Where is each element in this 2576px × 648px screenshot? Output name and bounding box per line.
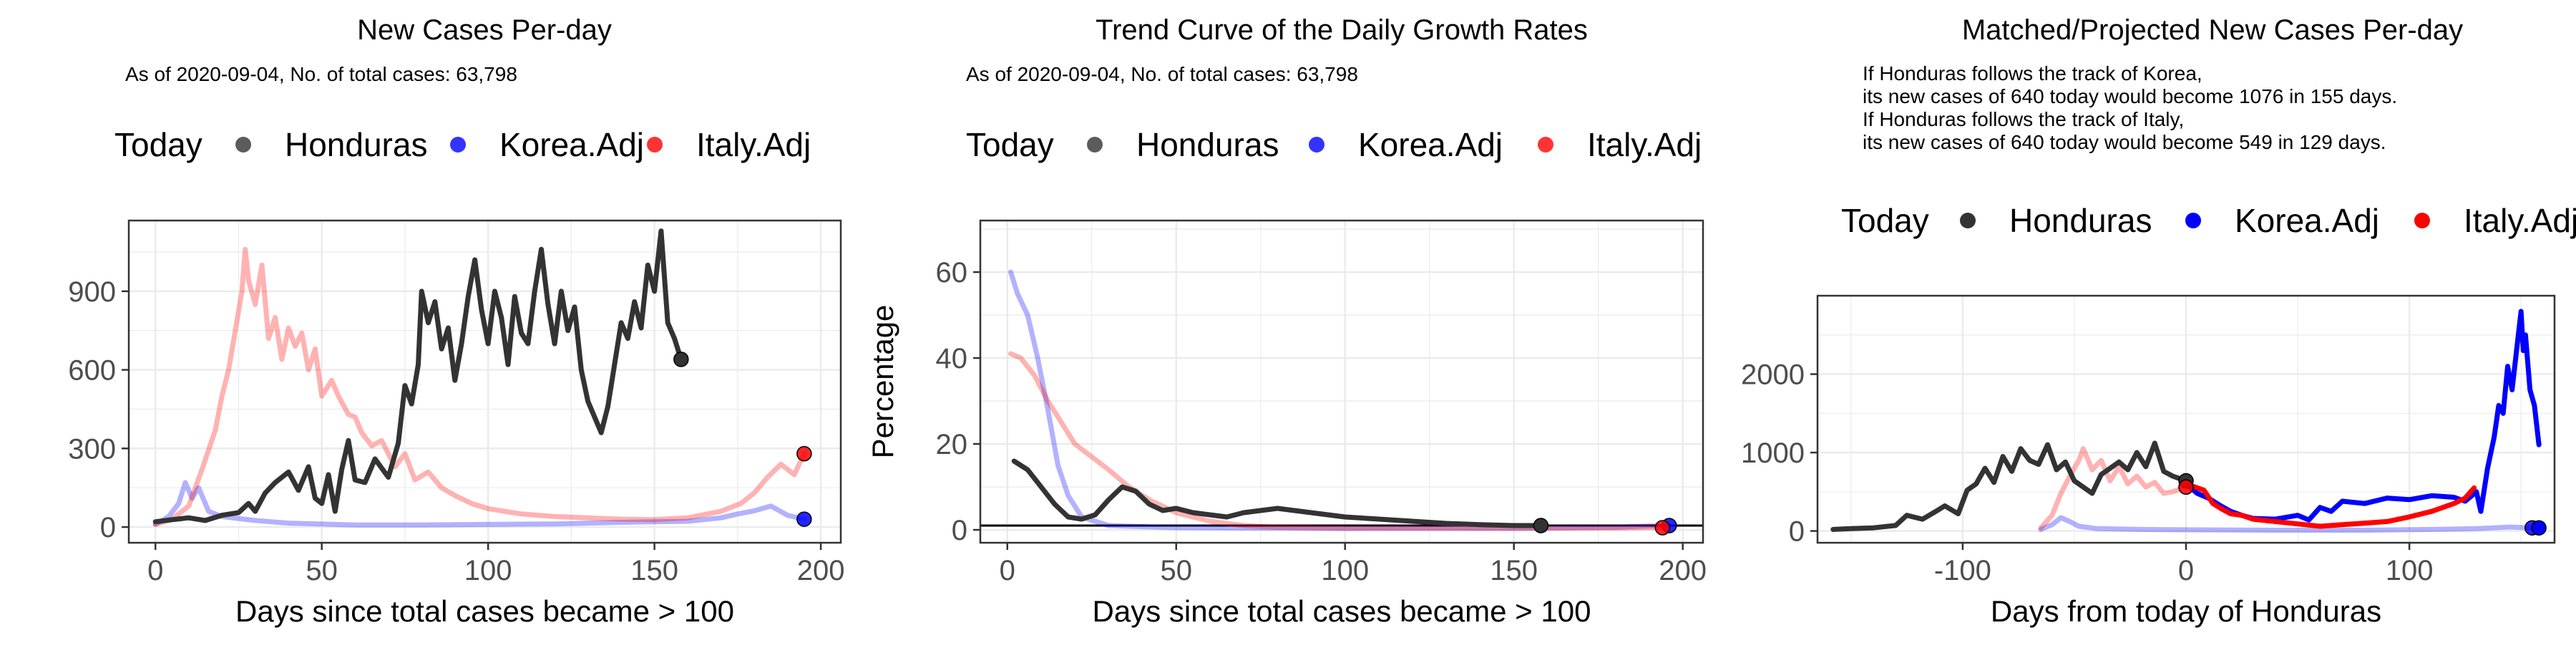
chart-subtitle-line: its new cases of 640 today would become … (1863, 85, 2397, 107)
y-tick-label: 0 (1789, 516, 1805, 548)
today-point-honduras (673, 352, 689, 367)
legend-title: Today (114, 126, 203, 163)
x-tick-label: 100 (2386, 555, 2434, 586)
legend-label: Korea.Adj (499, 126, 644, 163)
legend-title: Today (1841, 202, 1929, 239)
series-line-honduras (1011, 458, 1543, 528)
chart-title: Matched/Projected New Cases Per-day (1962, 14, 2463, 46)
chart-title: Trend Curve of the Daily Growth Rates (1096, 14, 1588, 46)
x-tick-label: 50 (1160, 555, 1192, 586)
legend-label: Italy.Adj (2464, 202, 2576, 239)
chart-subtitle-line: As of 2020-09-04, No. of total cases: 63… (125, 63, 517, 85)
x-tick-label: 50 (306, 555, 338, 586)
plot-background (129, 221, 841, 543)
plot-border (127, 219, 842, 544)
today-point-honduras (1533, 518, 1549, 533)
series-line-korea-adj (2038, 515, 2535, 533)
chart-subtitle-line: If Honduras follows the track of Italy, (1863, 108, 2184, 130)
x-tick-label: 200 (1659, 555, 1707, 586)
x-tick-label: 200 (797, 555, 845, 586)
legend-label: Italy.Adj (1587, 126, 1702, 163)
x-tick-label: 0 (2178, 555, 2194, 586)
legend-label: Honduras (285, 126, 427, 163)
legend-label: Honduras (1136, 126, 1279, 163)
legend-key-honduras (1087, 137, 1103, 153)
y-tick-label: 300 (68, 433, 116, 465)
y-tick-label: 600 (68, 355, 116, 387)
chart-panel-2: Trend Curve of the Daily Growth Rates As … (866, 14, 1707, 628)
x-tick-label: 0 (147, 555, 163, 586)
y-tick-label: 40 (936, 343, 968, 374)
gridlines (129, 221, 841, 543)
x-axis-label: Days since total cases became > 100 (235, 594, 734, 628)
today-point-korea-adj (2531, 520, 2547, 536)
x-tick-label: 150 (630, 555, 678, 586)
x-axis-label: Days from today of Honduras (1991, 594, 2381, 628)
chart-panel-3: Matched/Projected New Cases Per-day If Ho… (1741, 14, 2576, 628)
x-tick-label: 100 (464, 555, 512, 586)
y-tick-label: 20 (936, 429, 968, 460)
legend-key-italy-adj (647, 137, 663, 153)
series-line-italy-adj (2183, 481, 2477, 529)
legend-key-honduras (1960, 213, 1976, 228)
today-point-italy-adj (1654, 520, 1671, 536)
legend: Today Honduras Korea.Adj Italy.Adj (1841, 202, 2576, 239)
legend: Today Honduras Korea.Adj Italy.Adj (114, 126, 811, 163)
x-tick-label: 0 (1000, 555, 1015, 586)
legend-key-korea-adj (2185, 213, 2201, 228)
legend-label: Honduras (2009, 202, 2152, 239)
legend-label: Italy.Adj (696, 126, 811, 163)
y-tick-label: 1000 (1741, 437, 1805, 469)
y-tick-label: 0 (952, 515, 967, 546)
gridlines (980, 221, 1703, 543)
legend: Today Honduras Korea.Adj Italy.Adj (966, 126, 1702, 163)
x-tick-label: 100 (1321, 555, 1369, 586)
y-tick-label: 900 (68, 276, 116, 308)
chart-panel-1: New Cases Per-day As of 2020-09-04, No. o… (68, 14, 844, 628)
today-point-korea-adj (796, 511, 812, 527)
x-axis-label: Days since total cases became > 100 (1093, 594, 1591, 628)
x-tick-label: -100 (1934, 555, 1991, 586)
chart-subtitle-line: its new cases of 640 today would become … (1863, 131, 2386, 153)
plot-background (980, 221, 1703, 543)
chart-title: New Cases Per-day (357, 14, 612, 46)
y-tick-label: 60 (936, 257, 968, 289)
today-point-italy-adj (2178, 479, 2194, 495)
x-tick-label: 150 (1490, 555, 1538, 586)
chart-subtitle-line: As of 2020-09-04, No. of total cases: 63… (966, 63, 1358, 85)
series-line-italy-adj (152, 246, 807, 527)
legend-title: Today (966, 126, 1054, 163)
legend-label: Korea.Adj (1358, 126, 1503, 163)
plot-border (979, 219, 1704, 544)
series-line-honduras (152, 228, 684, 525)
y-tick-label: 0 (100, 512, 116, 543)
y-tick-label: 2000 (1741, 359, 1805, 391)
y-axis-label: Percentage (866, 305, 899, 459)
series-line-korea-adj (152, 480, 807, 528)
legend-key-korea-adj (1309, 137, 1324, 153)
series-line-italy-adj (2038, 446, 2189, 531)
legend-key-italy-adj (2414, 213, 2430, 228)
today-point-italy-adj (796, 445, 812, 462)
chart-subtitle-line: If Honduras follows the track of Korea, (1863, 62, 2202, 84)
legend-label: Korea.Adj (2235, 202, 2379, 239)
legend-key-korea-adj (450, 137, 466, 153)
series-line-italy-adj (1008, 351, 1665, 531)
legend-key-honduras (235, 137, 251, 153)
legend-key-italy-adj (1538, 137, 1553, 153)
series-line-honduras (1830, 440, 2189, 532)
